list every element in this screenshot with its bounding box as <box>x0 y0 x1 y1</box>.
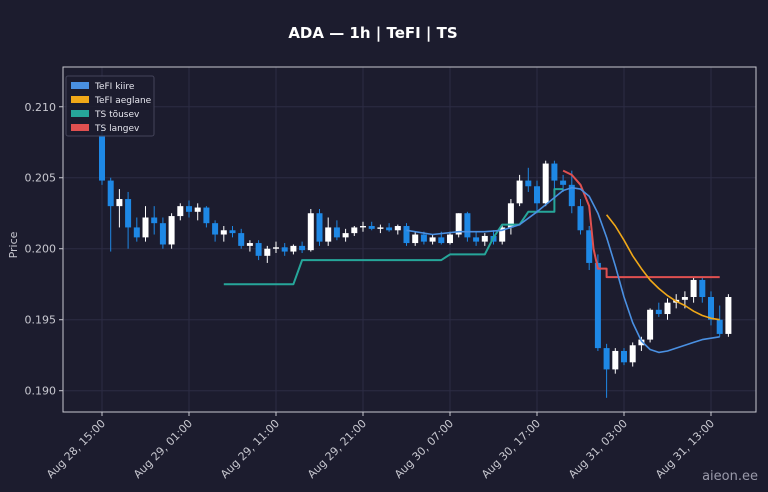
y-axis: 0.190 0.195 0.200 0.205 0.210 <box>25 101 63 398</box>
candle-down <box>386 227 393 231</box>
candle-up <box>664 302 671 315</box>
candle-down <box>281 247 288 252</box>
candle-up <box>612 350 619 370</box>
candle-down <box>368 226 375 229</box>
candle-up <box>342 233 349 238</box>
candle-up <box>455 213 462 235</box>
y-tick-label: 0.200 <box>25 243 57 256</box>
candle-down <box>594 262 601 349</box>
candle-up <box>429 237 436 242</box>
candle-up <box>499 227 506 242</box>
candle-up <box>377 227 384 229</box>
candle-down <box>655 309 662 315</box>
y-tick-label: 0.195 <box>25 314 57 327</box>
candle-down <box>238 233 245 246</box>
candle-down <box>473 237 480 242</box>
legend-box <box>65 75 155 137</box>
candle-up <box>725 297 732 334</box>
candle-down <box>551 163 558 181</box>
candle-down <box>299 245 306 251</box>
legend-label: TS langev <box>94 124 140 134</box>
plot-frame <box>62 66 757 413</box>
indicator-lines <box>223 169 720 354</box>
candle-up <box>351 227 358 234</box>
legend-label: TeFI kiire <box>94 82 135 92</box>
candle-down <box>255 243 262 256</box>
candle-up <box>507 203 514 228</box>
candle-down <box>621 350 627 363</box>
candle-down <box>186 206 192 212</box>
candle-up <box>516 180 523 204</box>
watermark: aieon.ee <box>702 469 758 484</box>
candle-up <box>325 227 332 242</box>
candle-up <box>220 230 227 235</box>
candle-up <box>542 163 549 204</box>
y-tick-label: 0.205 <box>25 172 57 185</box>
candle-down <box>125 199 132 228</box>
candle-up <box>273 247 279 249</box>
legend-label: TeFI aeglane <box>94 96 152 106</box>
chart-title: ADA — 1h | TeFI | TS <box>288 24 457 43</box>
candle-up <box>447 234 453 244</box>
y-tick-label: 0.210 <box>25 101 57 114</box>
candle-up <box>177 206 184 217</box>
candle-down <box>333 227 340 238</box>
candle-up <box>246 243 253 246</box>
candle-down <box>151 217 158 224</box>
candle-up <box>481 235 488 242</box>
candle-up <box>681 297 688 300</box>
candle-down <box>586 230 593 263</box>
candle-up <box>264 248 271 256</box>
candle-down <box>133 227 140 238</box>
candle-down <box>525 180 532 187</box>
legend-swatch <box>71 124 89 131</box>
candle-down <box>568 184 575 207</box>
candle-up <box>412 234 419 244</box>
ts-rising-line <box>223 188 564 286</box>
candle-down <box>159 223 166 245</box>
candle-up <box>307 213 314 251</box>
candle-up <box>194 207 201 212</box>
candle-down <box>708 297 714 320</box>
tefi-slow-line <box>605 214 720 321</box>
y-tick-label: 0.190 <box>25 385 57 398</box>
candle-down <box>420 234 427 242</box>
legend-swatch <box>71 110 89 117</box>
candle-down <box>107 180 114 207</box>
candle-up <box>629 345 636 363</box>
candle-down <box>99 135 105 181</box>
candle-down <box>577 206 584 231</box>
candle-down <box>229 230 236 234</box>
candle-down <box>716 319 723 334</box>
candle-down <box>438 237 445 244</box>
legend-label: TS tõusev <box>94 110 140 120</box>
candle-up <box>647 309 654 340</box>
legend-swatch <box>71 96 89 103</box>
candle-up <box>394 226 401 231</box>
candle-up <box>142 217 149 238</box>
candle-up <box>638 339 645 346</box>
ts-falling-line <box>562 169 720 279</box>
y-axis-label: Price <box>7 231 20 258</box>
candle-down <box>534 186 540 204</box>
candle-down <box>699 279 706 297</box>
candle-down <box>212 223 219 235</box>
candle-down <box>316 213 323 242</box>
legend: TeFI kiire TeFI aeglane TS tõusev TS langev <box>65 75 155 137</box>
candle-down <box>560 180 567 185</box>
candle-up <box>116 199 123 207</box>
candle-up <box>360 226 366 228</box>
legend-swatch <box>71 82 89 89</box>
candles <box>99 125 732 398</box>
tefi-fast-line <box>406 186 720 354</box>
candle-up <box>690 279 697 297</box>
candle-down <box>403 226 410 244</box>
candle-down <box>603 348 610 370</box>
candle-down <box>464 213 471 238</box>
candle-up <box>168 216 175 245</box>
candle-up <box>290 245 297 252</box>
candle-down <box>203 207 210 224</box>
